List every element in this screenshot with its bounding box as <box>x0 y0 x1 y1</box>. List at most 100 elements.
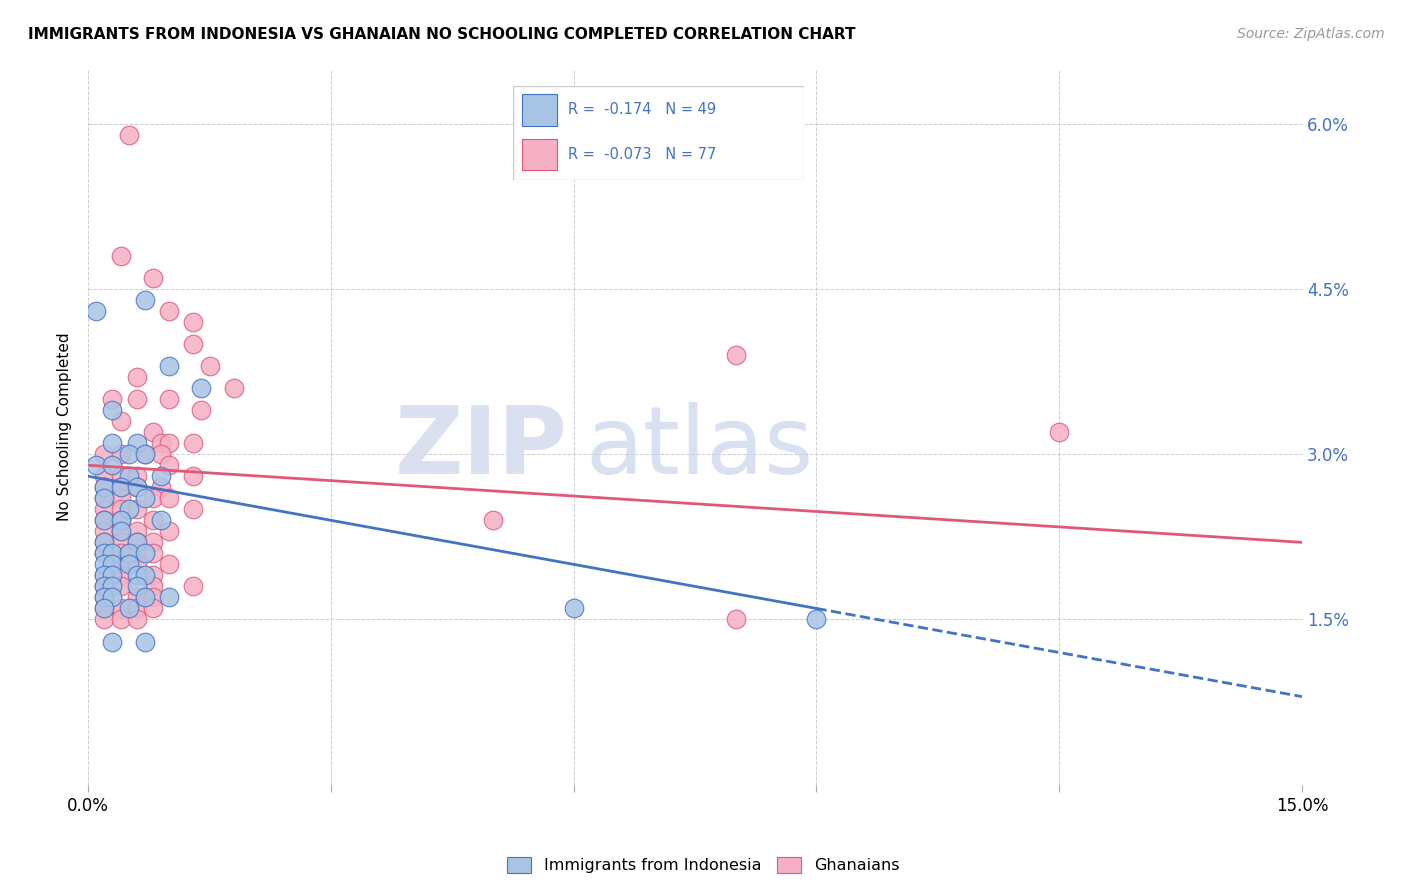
Point <box>93 579 115 593</box>
Point <box>149 436 172 450</box>
Point <box>110 249 132 263</box>
Point <box>125 535 148 549</box>
Point <box>157 304 180 318</box>
Point <box>183 436 205 450</box>
Point <box>142 425 165 439</box>
Point <box>157 436 180 450</box>
Point <box>125 469 148 483</box>
Point <box>125 546 148 560</box>
Point <box>134 546 156 560</box>
Text: atlas: atlas <box>586 402 814 494</box>
Point <box>125 480 148 494</box>
Point <box>117 469 139 483</box>
Point <box>93 513 115 527</box>
Point <box>110 535 132 549</box>
Point <box>110 414 132 428</box>
Point <box>157 359 180 373</box>
Point <box>142 491 165 506</box>
Point <box>101 392 124 406</box>
Point <box>110 546 132 560</box>
Y-axis label: No Schooling Completed: No Schooling Completed <box>58 333 72 521</box>
Point <box>93 568 115 582</box>
Point <box>101 634 124 648</box>
Point <box>93 469 115 483</box>
Point <box>724 612 747 626</box>
Point <box>110 469 132 483</box>
Point <box>142 591 165 605</box>
Point <box>101 436 124 450</box>
Point <box>125 524 148 539</box>
Point <box>110 447 132 461</box>
Point <box>125 601 148 615</box>
Point <box>157 392 180 406</box>
Point <box>149 447 172 461</box>
Point <box>157 491 180 506</box>
Point <box>101 546 124 560</box>
Point <box>183 315 205 329</box>
Point <box>93 502 115 516</box>
Point <box>110 568 132 582</box>
Point <box>110 612 132 626</box>
Point <box>110 579 132 593</box>
Point <box>134 491 156 506</box>
Point <box>481 513 503 527</box>
Point <box>110 524 132 539</box>
Text: IMMIGRANTS FROM INDONESIA VS GHANAIAN NO SCHOOLING COMPLETED CORRELATION CHART: IMMIGRANTS FROM INDONESIA VS GHANAIAN NO… <box>28 27 856 42</box>
Point <box>142 535 165 549</box>
Point <box>134 447 156 461</box>
Point <box>93 568 115 582</box>
Point <box>134 634 156 648</box>
Point <box>125 502 148 516</box>
Point <box>142 271 165 285</box>
Point <box>157 458 180 473</box>
Point <box>110 480 132 494</box>
Point <box>117 502 139 516</box>
Point <box>125 436 148 450</box>
Point <box>1047 425 1070 439</box>
Point <box>101 579 124 593</box>
Point <box>142 568 165 582</box>
Point <box>110 524 132 539</box>
Point <box>117 128 139 142</box>
Point <box>93 579 115 593</box>
Point <box>149 469 172 483</box>
Point <box>93 491 115 506</box>
Point <box>222 381 245 395</box>
Point <box>134 568 156 582</box>
Point <box>125 370 148 384</box>
Point <box>125 591 148 605</box>
Point <box>806 612 828 626</box>
Point <box>93 524 115 539</box>
Point <box>190 381 212 395</box>
Point <box>562 601 585 615</box>
Point <box>190 403 212 417</box>
Point <box>117 546 139 560</box>
Point <box>149 513 172 527</box>
Point <box>93 447 115 461</box>
Point <box>134 293 156 307</box>
Point <box>84 304 107 318</box>
Point <box>157 558 180 572</box>
Text: ZIP: ZIP <box>395 402 568 494</box>
Point <box>125 535 148 549</box>
Point <box>724 348 747 362</box>
Point <box>157 591 180 605</box>
Text: Source: ZipAtlas.com: Source: ZipAtlas.com <box>1237 27 1385 41</box>
Point <box>93 491 115 506</box>
Point <box>134 591 156 605</box>
Point <box>110 513 132 527</box>
Point <box>101 458 124 473</box>
Point <box>110 491 132 506</box>
Point <box>110 480 132 494</box>
Point <box>125 480 148 494</box>
Point <box>183 502 205 516</box>
Point <box>93 535 115 549</box>
Point <box>93 558 115 572</box>
Point <box>183 469 205 483</box>
Point <box>93 591 115 605</box>
Point <box>142 513 165 527</box>
Point <box>183 579 205 593</box>
Point <box>101 591 124 605</box>
Point <box>93 480 115 494</box>
Point <box>183 337 205 351</box>
